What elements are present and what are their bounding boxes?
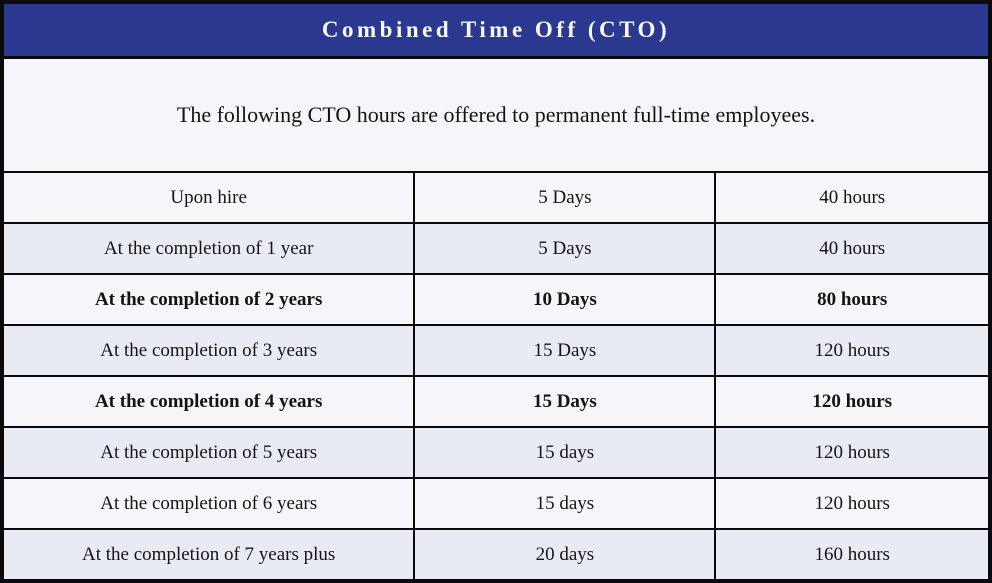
intro-row: The following CTO hours are offered to p… xyxy=(4,59,988,173)
hours-cell: 120 hours xyxy=(714,428,988,477)
title-bar: Combined Time Off (CTO) xyxy=(4,4,988,59)
table-row: At the completion of 5 years 15 days 120… xyxy=(4,428,988,479)
table-row: At the completion of 7 years plus 20 day… xyxy=(4,530,988,579)
table-row: At the completion of 2 years 10 Days 80 … xyxy=(4,275,988,326)
table-row: At the completion of 6 years 15 days 120… xyxy=(4,479,988,530)
milestone-cell: At the completion of 4 years xyxy=(94,390,323,412)
milestone-cell: At the completion of 6 years xyxy=(100,492,318,514)
milestone-cell: At the completion of 5 years xyxy=(100,441,318,463)
table-row: At the completion of 1 year 5 Days 40 ho… xyxy=(4,224,988,275)
milestone-cell: At the completion of 3 years xyxy=(100,339,318,361)
milestone-cell: At the completion of 2 years xyxy=(94,288,323,310)
hours-cell: 80 hours xyxy=(714,275,988,324)
cto-table-body: Upon hire 5 Days 40 hours At the complet… xyxy=(4,173,988,579)
table-row: At the completion of 3 years 15 Days 120… xyxy=(4,326,988,377)
hours-cell: 120 hours xyxy=(714,479,988,528)
days-cell: 5 Days xyxy=(413,173,714,222)
table-row: At the completion of 4 years 15 Days 120… xyxy=(4,377,988,428)
table-row: Upon hire 5 Days 40 hours xyxy=(4,173,988,224)
milestone-cell: Upon hire xyxy=(170,186,247,208)
hours-cell: 160 hours xyxy=(714,530,988,579)
milestone-cell: At the completion of 1 year xyxy=(103,237,314,259)
days-cell: 20 days xyxy=(413,530,714,579)
days-cell: 15 days xyxy=(413,428,714,477)
days-cell: 10 Days xyxy=(413,275,714,324)
days-cell: 15 Days xyxy=(413,377,714,426)
page-title: Combined Time Off (CTO) xyxy=(321,17,671,42)
days-cell: 15 days xyxy=(413,479,714,528)
milestone-cell: At the completion of 7 years plus xyxy=(82,543,336,565)
days-cell: 5 Days xyxy=(413,224,714,273)
intro-text: The following CTO hours are offered to p… xyxy=(176,102,816,127)
hours-cell: 40 hours xyxy=(714,224,988,273)
hours-cell: 120 hours xyxy=(714,377,988,426)
days-cell: 15 Days xyxy=(413,326,714,375)
hours-cell: 40 hours xyxy=(714,173,988,222)
hours-cell: 120 hours xyxy=(714,326,988,375)
